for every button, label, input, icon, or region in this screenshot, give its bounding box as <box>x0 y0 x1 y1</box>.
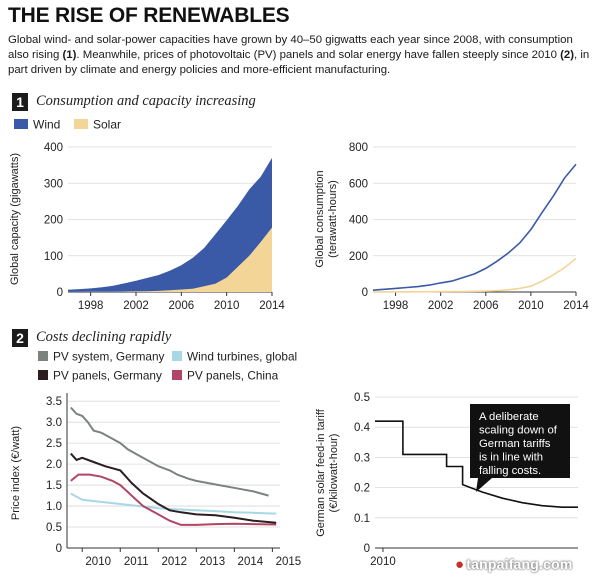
tariff-xtick-label: 2010 <box>370 556 396 568</box>
prices-ytick-label: 1.0 <box>46 501 62 513</box>
capacity-xtick-label: 2002 <box>123 300 149 312</box>
chart-consumption: 0 200 400 600 800 1998 2002 2006 2010 2014 <box>349 142 590 312</box>
intro-text-1: Global wind- and solar-power capacities … <box>8 34 573 61</box>
line-pv-system-germany <box>70 406 269 497</box>
capacity-xtick-label: 1998 <box>78 300 104 312</box>
legend-label-solar: Solar <box>93 118 121 132</box>
consumption-xtick-label: 2002 <box>428 300 454 312</box>
prices-y-axis-label: Price index (€/watt) <box>10 426 22 520</box>
capacity-xtick-label: 2010 <box>214 300 240 312</box>
consumption-xtick-label: 2006 <box>473 300 499 312</box>
consumption-ytick-label: 400 <box>349 215 368 227</box>
annotation-text-line: scaling down of <box>479 425 558 437</box>
prices-xtick-label: 2010 <box>85 556 111 568</box>
section-1-title: Consumption and capacity increasing <box>36 93 256 109</box>
legend-swatch-wind-turbines-global <box>172 351 182 361</box>
tariff-annotation: A deliberate scaling down of German tariff… <box>470 404 570 492</box>
annotation-text-line: German tariffs <box>479 438 551 450</box>
line-pv-panels-germany <box>70 452 277 524</box>
tariff-ytick-label: 0.3 <box>354 452 370 464</box>
annotation-text: A deliberate scaling down of German tariff… <box>479 411 558 477</box>
capacity-ytick-label: 100 <box>44 251 63 263</box>
prices-legend: PV system, Germany Wind turbines, global P… <box>38 350 297 383</box>
line-pv-panels-china <box>70 473 277 526</box>
intro-ref-1: (1) <box>62 49 77 61</box>
legend-swatch-pv-panels-germany <box>38 370 48 380</box>
consumption-ytick-label: 200 <box>349 251 368 263</box>
legend-label-wind-turbines-global: Wind turbines, global <box>187 350 297 364</box>
legend-label-pv-panels-china: PV panels, China <box>187 369 279 383</box>
legend-swatch-pv-panels-china <box>172 370 182 380</box>
annotation-text-line: is in line with <box>479 452 543 464</box>
legend-label-wind: Wind <box>33 118 60 132</box>
chart-capacity: 0 100 200 300 400 1998 2002 2006 2010 2014 <box>44 142 286 312</box>
legend-label-pv-system-germany: PV system, Germany <box>53 350 165 364</box>
intro-ref-2: (2) <box>560 49 575 61</box>
annotation-pointer <box>476 478 492 492</box>
consumption-y-axis-label-line1: Global consumption <box>314 170 326 267</box>
consumption-xtick-label: 2010 <box>518 300 544 312</box>
watermark: ● tanpaifang.com <box>455 556 573 573</box>
prices-ytick-label: 0 <box>56 543 62 555</box>
capacity-y-axis-label: Global capacity (gigawatts) <box>9 153 21 285</box>
tariff-ytick-label: 0.1 <box>354 513 370 525</box>
tariff-ytick-label: 0.2 <box>354 483 370 495</box>
infographic-title: THE RISE OF RENEWABLES <box>8 4 290 27</box>
annotation-text-line: A deliberate <box>479 411 539 423</box>
prices-ytick-label: 2.5 <box>46 438 62 450</box>
legend-label-pv-panels-germany: PV panels, Germany <box>53 369 162 383</box>
capacity-xtick-label: 2014 <box>259 300 285 312</box>
tariff-ytick-label: 0.5 <box>354 392 370 404</box>
consumption-ytick-label: 0 <box>362 287 368 299</box>
chart-prices: 0 0.5 1.0 1.5 2.0 2.5 3.0 3.5 2010 2011 2012 2013 20… <box>46 393 301 568</box>
tariff-y-axis-label-line2: (€/kilowatt-hour) <box>328 434 340 513</box>
wind-consumption-line <box>372 163 577 291</box>
tariff-ytick-label: 0 <box>364 543 370 555</box>
prices-ytick-label: 2.0 <box>46 459 62 471</box>
watermark-dot-icon: ● <box>455 556 465 573</box>
legend-swatch-solar <box>74 119 88 129</box>
feed-in-tariff-line <box>375 420 578 508</box>
consumption-y-axis-label-line2: (terawatt-hours) <box>327 180 339 258</box>
capacity-ytick-label: 0 <box>57 287 63 299</box>
intro-paragraph: Global wind- and solar-power capacities … <box>8 33 593 78</box>
prices-ytick-label: 3.0 <box>46 417 62 429</box>
prices-xtick-label: 2012 <box>161 556 187 568</box>
intro-text-3: , in part driven by climate and energy p… <box>8 49 590 76</box>
tariff-ytick-label: 0.4 <box>354 422 371 434</box>
tariff-y-axis-label: German solar feed-in tariff(€/kilowatt-h… <box>315 408 340 537</box>
prices-xtick-label: 2013 <box>200 556 226 568</box>
prices-xtick-label: 2011 <box>124 556 149 568</box>
watermark-text: tanpaifang.com <box>466 556 573 572</box>
capacity-legend: Wind Solar <box>14 118 121 132</box>
section-2-title: Costs declining rapidly <box>36 329 172 345</box>
capacity-ytick-label: 400 <box>44 142 63 154</box>
prices-ytick-label: 3.5 <box>46 396 62 408</box>
capacity-xtick-label: 2006 <box>169 300 195 312</box>
prices-ytick-label: 1.5 <box>46 480 62 492</box>
consumption-ytick-label: 800 <box>349 142 368 154</box>
prices-ytick-label: 0.5 <box>46 522 62 534</box>
annotation-box <box>470 404 570 478</box>
section-1-number: 1 <box>12 93 28 111</box>
solar-capacity-area <box>68 227 272 292</box>
legend-swatch-wind <box>14 119 28 129</box>
consumption-xtick-label: 1998 <box>383 300 409 312</box>
wind-capacity-area <box>68 157 272 292</box>
annotation-text-line: falling costs. <box>479 465 541 477</box>
prices-xtick-label: 2015 <box>276 556 302 568</box>
consumption-xtick-label: 2014 <box>563 300 589 312</box>
tariff-y-axis-label-line1: German solar feed-in tariff <box>315 408 327 537</box>
consumption-ytick-label: 600 <box>349 178 368 190</box>
intro-text-2: . Meanwhile, prices of photovoltaic (PV)… <box>76 49 561 61</box>
solar-consumption-line <box>373 257 577 293</box>
section-2-number: 2 <box>12 329 28 347</box>
capacity-ytick-label: 200 <box>44 215 63 227</box>
prices-xtick-label: 2014 <box>238 556 264 568</box>
legend-swatch-pv-system-germany <box>38 351 48 361</box>
consumption-y-axis-label: Global consumption(terawatt-hours) <box>314 170 339 267</box>
capacity-ytick-label: 300 <box>44 178 63 190</box>
